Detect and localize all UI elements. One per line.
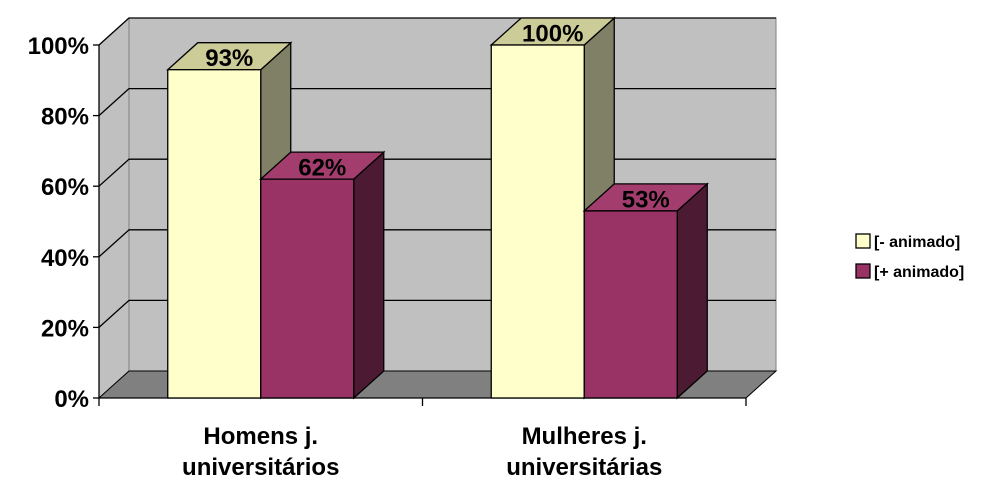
- data-label: 62%: [298, 155, 346, 182]
- category-labels: Homens j. universitários Mulheres j. univer…: [182, 423, 662, 481]
- legend-label: [+ animado]: [874, 264, 964, 281]
- y-tick-label: 20%: [41, 315, 89, 342]
- y-tick-labels: 0% 20% 40% 60% 80% 100%: [28, 33, 89, 413]
- bar: [167, 69, 262, 399]
- legend-box: [848, 225, 995, 291]
- legend: [- animado] [+ animado]: [848, 225, 995, 291]
- category-label: universitárias: [506, 454, 662, 481]
- y-tick-label: 80%: [41, 104, 89, 131]
- bar: [260, 178, 355, 399]
- legend-swatch: [855, 263, 871, 279]
- category-label: universitários: [182, 454, 339, 481]
- side-wall: [98, 16, 130, 400]
- bar: [583, 210, 678, 399]
- y-tick-label: 40%: [41, 245, 89, 272]
- bar-side: [676, 182, 708, 400]
- y-tick-label: 60%: [41, 174, 89, 201]
- data-labels: 93% 62% 100% 53%: [205, 21, 670, 214]
- data-label: 93%: [205, 45, 253, 72]
- category-label: Homens j.: [203, 423, 318, 450]
- data-label: 53%: [622, 186, 670, 213]
- legend-label: [- animado]: [874, 234, 960, 251]
- y-tick-label: 0%: [54, 386, 89, 413]
- category-label: Mulheres j.: [522, 423, 647, 450]
- y-tick-label: 100%: [28, 33, 89, 60]
- bar-side: [353, 150, 385, 400]
- data-label: 100%: [522, 21, 583, 48]
- bars: [166, 16, 709, 400]
- bar: [490, 44, 585, 399]
- legend-swatch: [855, 233, 871, 249]
